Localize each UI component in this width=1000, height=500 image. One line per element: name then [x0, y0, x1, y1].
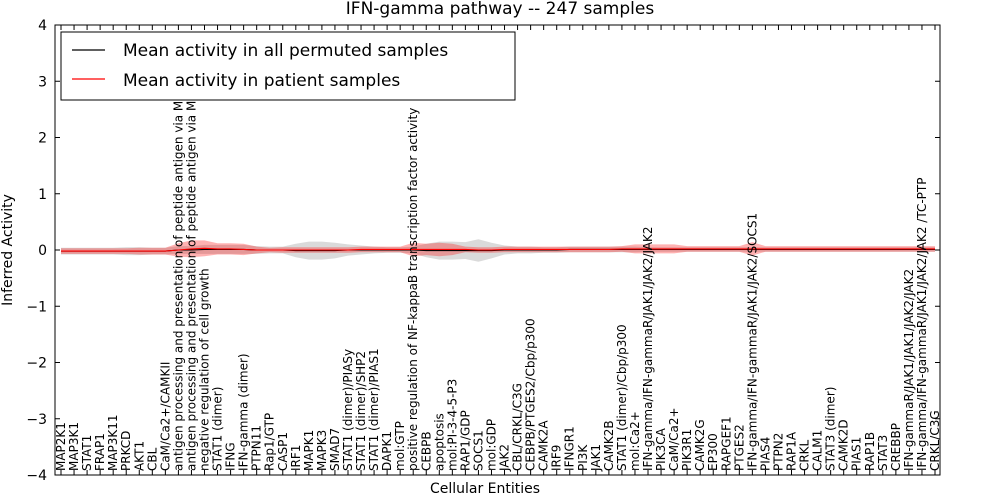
- x-tick-label: STAT3: [876, 435, 890, 471]
- x-tick-label: Rap1/GTP: [263, 413, 277, 471]
- x-tick-label: SMAD7: [328, 428, 342, 471]
- x-tick-label: MAP3K11: [106, 414, 120, 471]
- y-tick-label: −4: [26, 468, 47, 484]
- x-tick-label: RAPGEF1: [719, 416, 733, 471]
- y-tick-label: 2: [38, 131, 47, 147]
- x-tick-label: MAPK3: [315, 430, 329, 471]
- x-tick-label: CRKL/C3G: [928, 410, 942, 471]
- x-tick-label: negative regulation of cell growth: [198, 268, 212, 471]
- x-tick-label: CEBPB/PTGES2/Cbp/p300: [524, 318, 538, 471]
- x-tick-label: positive regulation of NF-kappaB transcr…: [406, 108, 420, 471]
- x-tick-label: CBL/CRKL/C3G: [511, 383, 525, 471]
- x-tick-label: STAT1 (dimer)/SHP2: [354, 351, 368, 471]
- legend-label-permuted: Mean activity in all permuted samples: [123, 41, 448, 61]
- x-tick-label: PTGES2: [732, 424, 746, 471]
- x-tick-label: IFN-gammaR/JAK1/JAK1/JAK2/JAK2: [902, 269, 916, 471]
- x-tick-label: IFN-gamma (dimer): [237, 353, 251, 471]
- line-series-1: [61, 247, 935, 252]
- x-tick-label: mol:PI-3-4-5-P3: [445, 379, 459, 471]
- x-tick-label: STAT1: [80, 435, 94, 471]
- chart-title: IFN-gamma pathway -- 247 samples: [346, 0, 655, 19]
- x-tick-label: EP300: [706, 433, 720, 471]
- x-tick-label: AKT1: [132, 441, 146, 471]
- y-tick-label: −3: [26, 412, 47, 428]
- x-tick-label: CASP1: [276, 432, 290, 471]
- y-tick-label: 3: [38, 74, 47, 90]
- x-tick-label: IFNGR1: [563, 426, 577, 471]
- band-series-1: [61, 240, 935, 258]
- x-tick-label: FRAP1: [93, 433, 107, 471]
- x-tick-label: JAK1: [589, 444, 603, 472]
- x-tick-label: CaM/Ca2+/CAMKII: [158, 362, 172, 471]
- x-tick-label: DAPK1: [380, 431, 394, 471]
- y-tick-label: 0: [38, 243, 47, 259]
- x-tick-label: IRF1: [289, 445, 303, 471]
- x-tick-label: RAP1/GDP: [458, 410, 472, 471]
- x-tick-label: IFN-gamma/IFN-gammaR/JAK1/JAK2/SOCS1: [745, 213, 759, 471]
- x-axis-ticks: [60, 25, 936, 475]
- x-tick-label: CAMK2D: [837, 419, 851, 471]
- x-tick-label: STAT1 (dimer)/PIASy: [341, 349, 355, 471]
- x-tick-label: PI3K: [576, 444, 590, 471]
- y-tick-label: −1: [26, 299, 47, 315]
- x-tick-label: PIAS4: [758, 437, 772, 471]
- y-tick-label: −2: [26, 356, 47, 372]
- x-tick-label: CRKL: [798, 439, 812, 471]
- x-tick-label: mol:GDP: [485, 419, 499, 471]
- x-tick-label: IFNG: [224, 442, 238, 471]
- x-tick-label: CAMK2B: [602, 420, 616, 471]
- x-tick-label: apoptosis: [432, 413, 446, 471]
- y-tick-label: 4: [38, 18, 47, 34]
- x-axis-label: Cellular Entities: [430, 481, 540, 497]
- x-tick-label: IRF9: [550, 445, 564, 471]
- x-tick-label: RAP1B: [863, 432, 877, 471]
- x-tick-label: JAK2: [498, 444, 512, 472]
- x-tick-label: antigen processing and presentation of p…: [184, 39, 198, 471]
- x-tick-label: CBL: [145, 447, 159, 471]
- x-tick-label: CREBBP: [889, 423, 903, 471]
- x-tick-label: STAT1 (dimer): [211, 387, 225, 471]
- x-tick-label: mol:Ca2+: [628, 411, 642, 471]
- x-tick-label: STAT1 (dimer)/PIAS1: [367, 348, 381, 471]
- x-tick-label: CAMK2A: [537, 420, 551, 471]
- x-tick-label: CALM1: [811, 430, 825, 471]
- x-tick-label: antigen processing and presentation of p…: [171, 42, 185, 471]
- series-lines: [61, 247, 935, 252]
- x-tick-label: PIK3R1: [680, 429, 694, 471]
- x-tick-label: MAPK1: [302, 430, 316, 471]
- y-axis: −4 −3 −2 −1 0 1 2 3 4: [26, 18, 940, 484]
- x-tick-label: mol:GTP: [393, 421, 407, 471]
- x-tick-label: STAT1 (dimer)/Cbp/p300: [615, 324, 629, 471]
- x-tick-label: PIK3CA: [654, 427, 668, 471]
- legend: Mean activity in all permuted samples Me…: [60, 31, 516, 101]
- x-tick-label: CEBPB: [419, 431, 433, 471]
- x-tick-label: CAMK2G: [693, 419, 707, 471]
- legend-label-patient: Mean activity in patient samples: [123, 71, 400, 91]
- y-axis-label: Inferred Activity: [0, 194, 16, 306]
- x-tick-label: RAP1A: [785, 431, 799, 471]
- x-tick-label: MAP2K1: [54, 422, 68, 471]
- x-tick-label: STAT3 (dimer): [824, 387, 838, 471]
- x-tick-label: CaM/Ca2+: [667, 407, 681, 471]
- y-tick-label: 1: [38, 187, 47, 203]
- x-tick-label: PTPN2: [772, 433, 786, 471]
- x-tick-label: PTPN11: [250, 425, 264, 471]
- x-tick-label: PRKCD: [119, 431, 133, 471]
- x-tick-labels: MAP2K1 MAP3K1 STAT1 FRAP1 MAP3K11 PRKCD AKT1 CB…: [54, 39, 942, 472]
- x-tick-label: IFN-gamma/IFN-gammaR/JAK1/JAK2/JAK2 /TC-…: [915, 178, 929, 472]
- x-tick-label: IFN-gamma/IFN-gammaR/JAK1/JAK2/JAK2: [641, 226, 655, 471]
- x-tick-label: SOCS1: [471, 430, 485, 471]
- x-tick-label: MAP3K1: [67, 422, 81, 471]
- legend-box: [60, 31, 516, 101]
- x-tick-label: PIAS1: [850, 437, 864, 471]
